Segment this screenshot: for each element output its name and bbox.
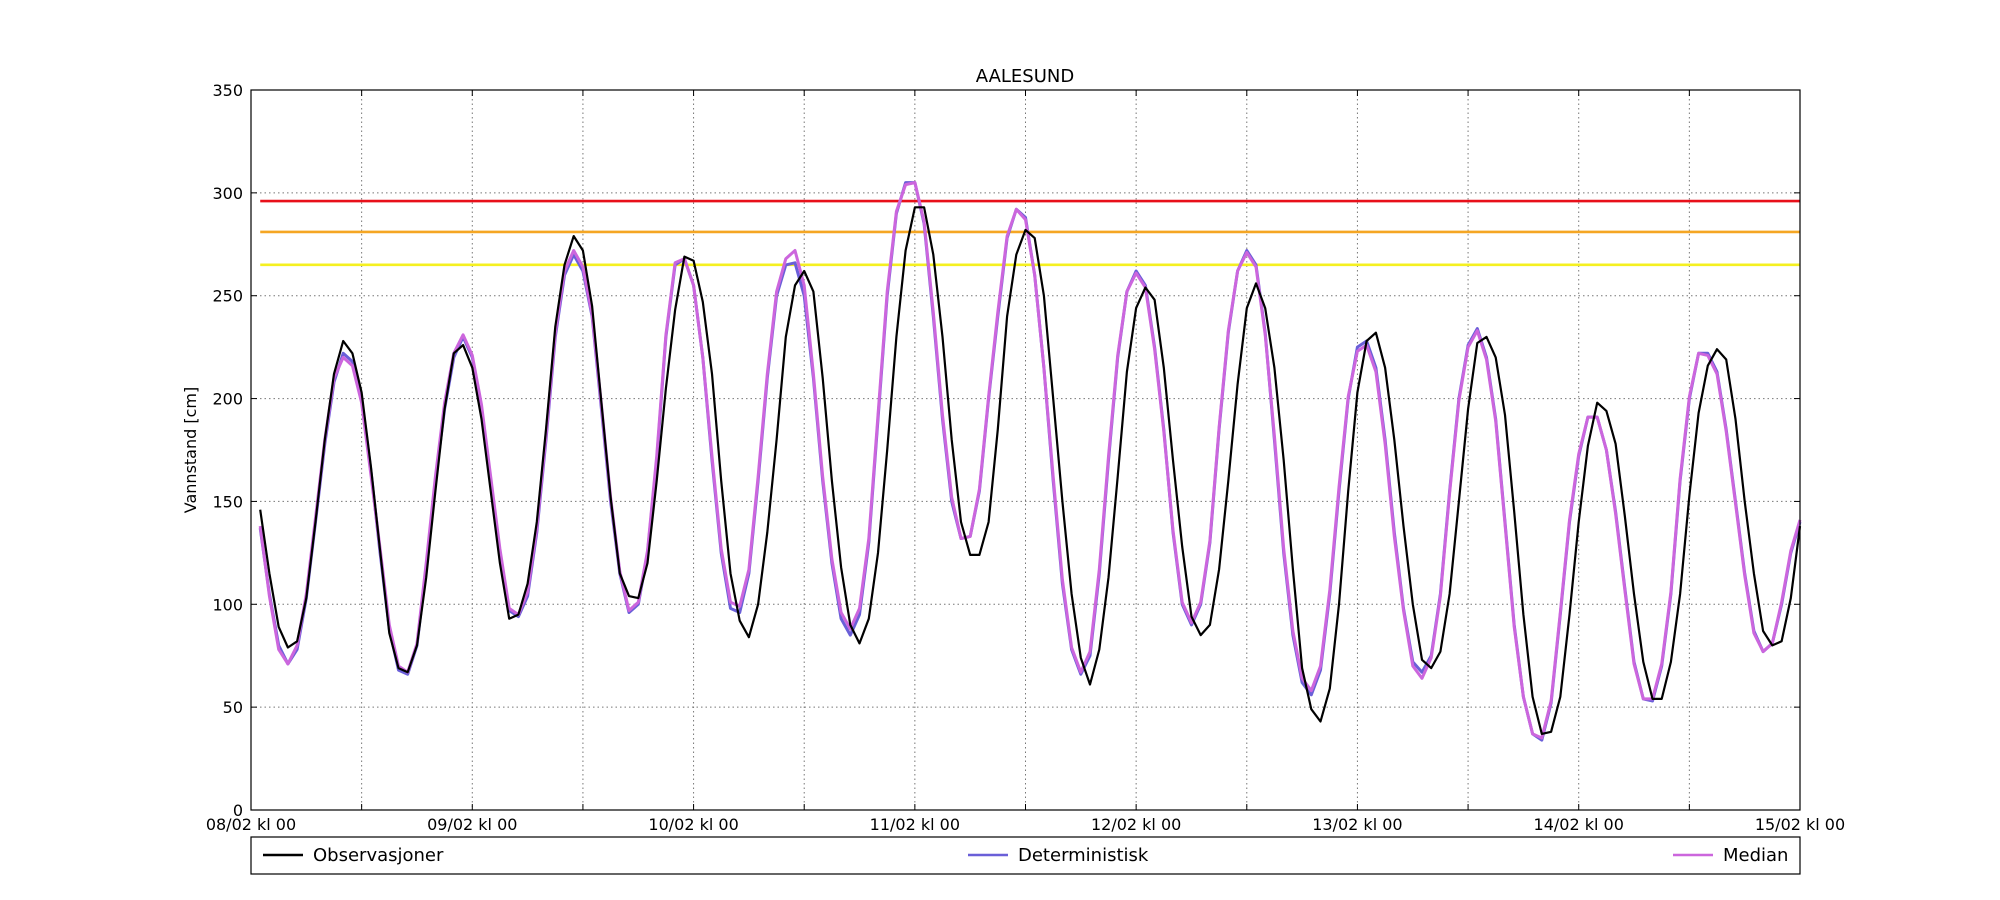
x-axis: 08/02 kl 00 09/02 kl 00 10/02 kl 00 11/02 k… xyxy=(206,90,1845,834)
y-tick-label: 250 xyxy=(212,287,243,306)
chart-title: AALESUND xyxy=(976,66,1074,87)
x-tick-label: 13/02 kl 00 xyxy=(1312,815,1402,834)
x-tick-label: 14/02 kl 00 xyxy=(1534,815,1624,834)
legend-label: Median xyxy=(1723,845,1788,866)
legend-frame xyxy=(250,836,1801,875)
y-tick-label: 50 xyxy=(223,698,243,717)
series-line-deterministisk xyxy=(258,181,1802,742)
grid-lines xyxy=(251,90,1800,810)
legend-label: Observasjoner xyxy=(313,845,444,866)
series-line-observasjoner xyxy=(259,206,1802,735)
y-axis: 0 50 100 150 200 250 300 350 xyxy=(212,81,1800,820)
x-tick-label: 12/02 kl 00 xyxy=(1091,815,1181,834)
y-tick-label: 0 xyxy=(233,801,243,820)
y-tick-label: 200 xyxy=(212,390,243,409)
x-tick-label: 08/02 kl 00 xyxy=(206,815,296,834)
x-tick-label: 09/02 kl 00 xyxy=(427,815,517,834)
data-series xyxy=(258,181,1802,742)
y-tick-label: 150 xyxy=(212,492,243,511)
series-line-median xyxy=(258,181,1802,740)
x-tick-label: 11/02 kl 00 xyxy=(870,815,960,834)
y-tick-label: 100 xyxy=(212,595,243,614)
x-tick-label: 15/02 kl 00 xyxy=(1755,815,1845,834)
threshold-lines xyxy=(260,199,1800,267)
y-tick-label: 350 xyxy=(212,81,243,100)
x-tick-label: 10/02 kl 00 xyxy=(648,815,738,834)
y-axis-label: Vannstand [cm] xyxy=(181,387,200,513)
legend: Observasjoner Deterministisk Median xyxy=(250,836,1801,875)
legend-label: Deterministisk xyxy=(1018,845,1149,866)
y-tick-label: 300 xyxy=(212,184,243,203)
